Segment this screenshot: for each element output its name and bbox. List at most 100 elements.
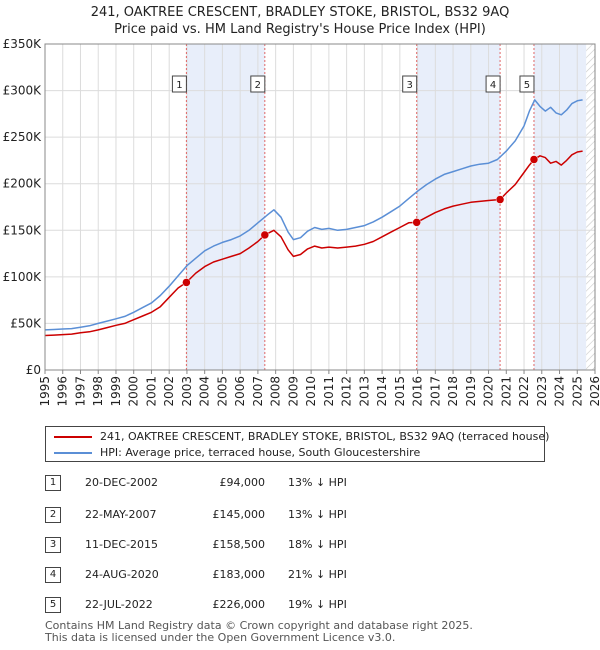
- legend-item-property: 241, OAKTREE CRESCENT, BRADLEY STOKE, BR…: [54, 429, 549, 445]
- x-tick-label: 2015: [393, 376, 407, 407]
- legend-item-hpi: HPI: Average price, terraced house, Sout…: [54, 445, 420, 461]
- sale-hpi-diff: 19% ↓ HPI: [288, 598, 347, 611]
- x-tick-label: 2019: [464, 376, 478, 407]
- transaction-label-box-1: [171, 75, 187, 93]
- transaction-point-4: [495, 195, 505, 204]
- sale-price: £226,000: [212, 598, 266, 611]
- transaction-label-box-2: [250, 75, 266, 93]
- x-tick-label: 2016: [411, 376, 425, 407]
- x-tick-label: 2005: [215, 376, 229, 407]
- sale-number-badge: 2: [45, 507, 61, 523]
- x-tick-label: 2018: [446, 376, 460, 407]
- y-tick-label: £350K: [3, 37, 43, 51]
- sale-hpi-diff: 13% ↓ HPI: [288, 508, 347, 521]
- table-row: 2 22-MAY-2007 £145,000 13% ↓ HPI: [45, 506, 375, 524]
- table-row: 4 24-AUG-2020 £183,000 21% ↓ HPI: [45, 566, 375, 584]
- y-tick-label: £200K: [3, 177, 43, 191]
- x-tick-label: 2000: [127, 376, 141, 407]
- legend-swatch-property: [54, 436, 92, 438]
- x-tick-label: 2001: [144, 376, 158, 407]
- x-tick-label: 2024: [553, 376, 567, 407]
- sale-number-badge: 4: [45, 567, 61, 583]
- x-tick-label: 2023: [535, 376, 549, 407]
- sale-hpi-diff: 13% ↓ HPI: [288, 476, 347, 489]
- shaded-period-2: [416, 44, 501, 370]
- sale-number-badge: 3: [45, 537, 61, 553]
- plot-frame: [44, 43, 596, 371]
- x-tick-label: 1996: [56, 376, 70, 407]
- sale-date: 24-AUG-2020: [85, 568, 159, 581]
- hpi-series-line: [44, 99, 583, 331]
- future-hatch-area: [586, 44, 595, 370]
- x-tick-label: 1995: [38, 376, 52, 407]
- sale-price: £145,000: [212, 508, 266, 521]
- transaction-label-2: 2: [255, 80, 261, 91]
- y-tick-label: £150K: [3, 223, 43, 237]
- x-tick-label: 1997: [73, 376, 87, 407]
- transaction-label-5: 5: [524, 80, 530, 91]
- x-tick-label: 2012: [340, 376, 354, 407]
- property-series-line: [44, 150, 583, 337]
- y-tick-label: £50K: [10, 316, 42, 330]
- sale-price: £94,000: [219, 476, 266, 489]
- x-tick-label: 2013: [357, 376, 371, 407]
- transaction-point-3: [412, 218, 421, 227]
- table-row: 1 20-DEC-2002 £94,000 13% ↓ HPI: [45, 474, 375, 492]
- sale-number-badge: 1: [45, 475, 61, 491]
- chart-subtitle: Price paid vs. HM Land Registry's House …: [114, 22, 486, 37]
- x-tick-label: 2003: [180, 376, 194, 407]
- sale-date: 22-MAY-2007: [85, 508, 157, 521]
- x-tick-label: 1998: [91, 376, 105, 407]
- y-tick-label: £250K: [3, 130, 43, 144]
- transaction-point-2: [260, 230, 270, 240]
- sale-date: 11-DEC-2015: [85, 538, 159, 551]
- sale-date: 22-JUL-2022: [85, 598, 153, 611]
- x-tick-label: 2007: [251, 376, 265, 407]
- legend-label-property: 241, OAKTREE CRESCENT, BRADLEY STOKE, BR…: [100, 430, 550, 443]
- x-tick-label: 2004: [198, 376, 212, 407]
- table-row: 3 11-DEC-2015 £158,500 18% ↓ HPI: [45, 536, 375, 554]
- chart-title: 241, OAKTREE CRESCENT, BRADLEY STOKE, BR…: [0, 4, 600, 38]
- table-row: 5 22-JUL-2022 £226,000 19% ↓ HPI: [45, 596, 375, 614]
- x-tick-label: 2002: [162, 376, 176, 407]
- transaction-label-4: 4: [490, 80, 496, 91]
- transaction-point-5: [529, 155, 539, 164]
- chart-legend: 241, OAKTREE CRESCENT, BRADLEY STOKE, BR…: [45, 426, 549, 462]
- x-tick-label: 2021: [499, 376, 513, 407]
- x-tick-label: 2008: [269, 376, 283, 407]
- x-tick-label: 1999: [109, 376, 123, 407]
- x-tick-label: 2010: [304, 376, 318, 407]
- x-tick-label: 2017: [428, 376, 442, 407]
- y-tick-label: £300K: [3, 84, 43, 98]
- transaction-label-box-5: [519, 75, 535, 93]
- y-tick-label: £100K: [3, 270, 43, 284]
- transaction-label-box-4: [485, 75, 501, 93]
- chart-title-line1: 241, OAKTREE CRESCENT, BRADLEY STOKE, BR…: [90, 5, 510, 20]
- x-tick-label: 2014: [375, 376, 389, 407]
- x-tick-label: 2009: [286, 376, 300, 407]
- transaction-label-3: 3: [407, 80, 413, 91]
- sale-hpi-diff: 21% ↓ HPI: [288, 568, 347, 581]
- x-tick-label: 2020: [482, 376, 496, 407]
- shaded-period-1: [186, 44, 265, 370]
- legend-swatch-hpi: [54, 452, 92, 454]
- transaction-label-1: 1: [176, 80, 182, 91]
- sale-price: £158,500: [212, 538, 266, 551]
- transaction-point-1: [182, 278, 191, 287]
- x-tick-label: 2026: [588, 376, 600, 407]
- transaction-label-box-3: [402, 75, 418, 93]
- sale-price: £183,000: [212, 568, 266, 581]
- sale-hpi-diff: 18% ↓ HPI: [288, 538, 347, 551]
- x-tick-label: 2022: [517, 376, 531, 407]
- x-tick-label: 2025: [570, 376, 584, 407]
- sale-number-badge: 5: [45, 597, 61, 613]
- price-chart: 1 2 3 4 5 £0 £50K £100K £150K £200K £250K £300K £35…: [3, 37, 600, 407]
- footer: Contains HM Land Registry data © Crown c…: [45, 620, 473, 644]
- sale-date: 20-DEC-2002: [85, 476, 159, 489]
- x-tick-label: 2006: [233, 376, 247, 407]
- y-tick-label: £0: [26, 363, 41, 377]
- footer-licence: This data is licensed under the Open Gov…: [45, 631, 396, 644]
- footer-copyright: Contains HM Land Registry data © Crown c…: [45, 619, 473, 632]
- legend-label-hpi: HPI: Average price, terraced house, Sout…: [100, 446, 421, 459]
- x-tick-label: 2011: [322, 376, 336, 407]
